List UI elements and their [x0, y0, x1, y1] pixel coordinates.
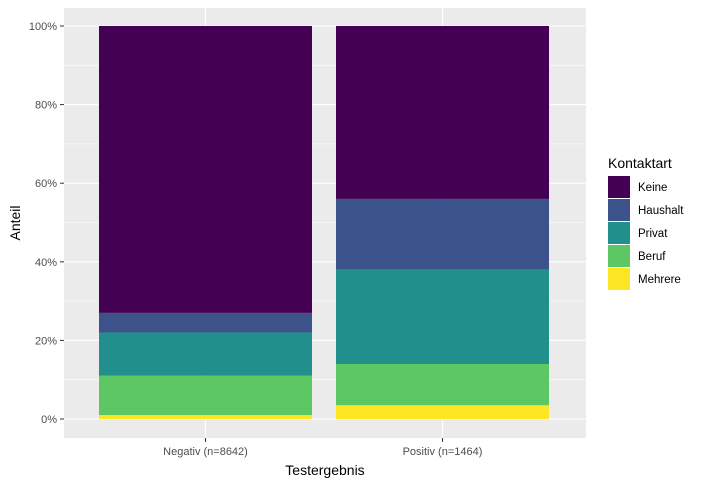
y-tick-label: 100% — [29, 21, 57, 33]
legend-label-mehrere: Mehrere — [638, 274, 681, 286]
legend-label-beruf: Beruf — [638, 251, 666, 263]
legend-key-beruf — [608, 245, 630, 267]
bar-segment-haushalt — [336, 198, 549, 270]
y-axis: 0% 20% 40% 60% 80% 100% — [29, 21, 64, 426]
y-tick-label: 0% — [41, 414, 57, 426]
legend-key-privat — [608, 222, 630, 244]
legend-key-haushalt — [608, 199, 630, 221]
x-tick-label: Negativ (n=8642) — [163, 446, 248, 458]
y-axis-title: Anteil — [7, 205, 23, 240]
legend-title: Kontaktart — [608, 155, 672, 171]
bars-group — [99, 26, 549, 419]
bar-segment-privat — [336, 269, 549, 364]
legend-label-keine: Keine — [638, 182, 667, 194]
legend-label-privat: Privat — [638, 228, 668, 240]
y-tick-label: 20% — [35, 335, 57, 347]
legend: Kontaktart Keine Haushalt Privat Beruf Mehre… — [608, 155, 684, 290]
y-tick-label: 80% — [35, 100, 57, 112]
x-axis: Negativ (n=8642) Positiv (n=1464) — [163, 438, 482, 458]
legend-key-keine — [608, 176, 630, 198]
bar-segment-beruf — [99, 375, 312, 416]
bar-segment-mehrere — [336, 405, 549, 419]
bar-segment-mehrere — [99, 415, 312, 419]
bar-segment-keine — [99, 26, 312, 313]
legend-key-mehrere — [608, 268, 630, 290]
bar-segment-privat — [99, 332, 312, 376]
legend-label-haushalt: Haushalt — [638, 205, 684, 217]
y-tick-label: 60% — [35, 178, 57, 190]
bar-segment-keine — [336, 26, 549, 199]
bar-segment-haushalt — [99, 312, 312, 333]
bar-segment-beruf — [336, 363, 549, 406]
x-axis-title: Testergebnis — [285, 462, 364, 478]
x-tick-label: Positiv (n=1464) — [403, 446, 483, 458]
y-tick-label: 40% — [35, 257, 57, 269]
